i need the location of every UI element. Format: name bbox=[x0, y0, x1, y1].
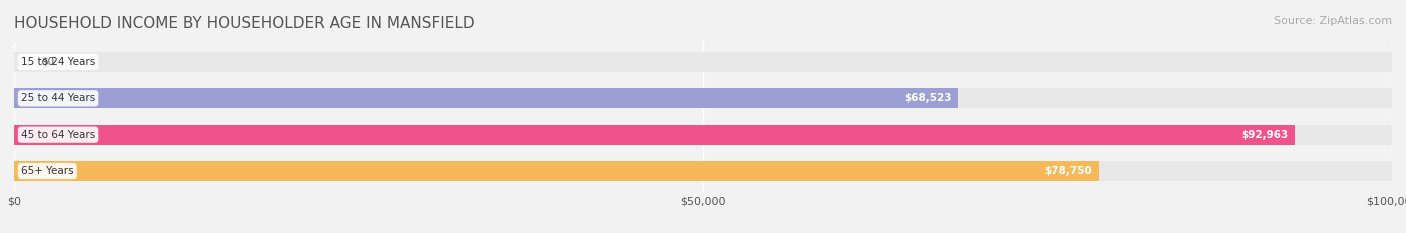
Bar bbox=[14, 161, 1392, 181]
Text: $92,963: $92,963 bbox=[1241, 130, 1288, 140]
Bar bbox=[14, 125, 1392, 145]
Text: 65+ Years: 65+ Years bbox=[21, 166, 73, 176]
Text: 15 to 24 Years: 15 to 24 Years bbox=[21, 57, 96, 67]
Text: $68,523: $68,523 bbox=[904, 93, 952, 103]
Bar bbox=[14, 52, 1392, 72]
Text: 25 to 44 Years: 25 to 44 Years bbox=[21, 93, 96, 103]
Text: Source: ZipAtlas.com: Source: ZipAtlas.com bbox=[1274, 16, 1392, 26]
Text: 45 to 64 Years: 45 to 64 Years bbox=[21, 130, 96, 140]
Bar bbox=[14, 125, 1295, 145]
Bar bbox=[14, 88, 1392, 108]
Text: $78,750: $78,750 bbox=[1045, 166, 1092, 176]
Bar bbox=[14, 161, 1099, 181]
Bar bbox=[14, 88, 959, 108]
Text: HOUSEHOLD INCOME BY HOUSEHOLDER AGE IN MANSFIELD: HOUSEHOLD INCOME BY HOUSEHOLDER AGE IN M… bbox=[14, 16, 475, 31]
Text: $0: $0 bbox=[42, 57, 55, 67]
